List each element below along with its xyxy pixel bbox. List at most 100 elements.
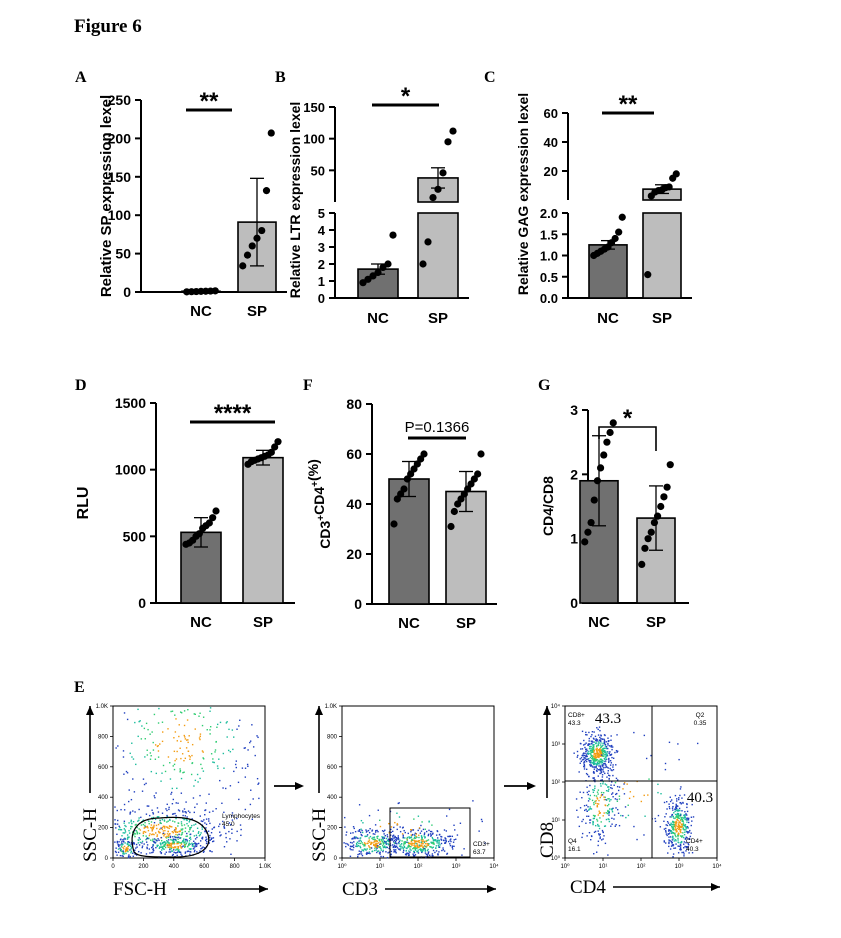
event-dot (176, 836, 178, 839)
event-dot (360, 840, 362, 842)
event-dot (681, 820, 683, 823)
event-dot (201, 836, 204, 838)
event-dot (231, 812, 234, 814)
event-dot (215, 741, 217, 743)
event-dot (681, 819, 684, 821)
event-dot (577, 754, 579, 757)
event-dot (587, 744, 590, 746)
event-dot (417, 850, 419, 853)
event-dot (615, 749, 618, 752)
event-dot (573, 752, 575, 754)
event-dot (681, 825, 683, 828)
event-dot (600, 785, 602, 787)
event-dot (595, 851, 598, 853)
event-dot (141, 790, 144, 792)
event-dot (596, 820, 599, 822)
event-dot (600, 772, 602, 774)
event-dot (668, 806, 671, 808)
event-dot (194, 845, 196, 847)
event-dot (232, 748, 234, 751)
event-dot (189, 758, 191, 760)
event-dot (597, 825, 599, 827)
event-dot (150, 839, 152, 841)
y-tick-label: 2 (570, 466, 578, 482)
event-dot (145, 826, 148, 828)
event-dot (683, 855, 685, 857)
event-dot (140, 738, 143, 740)
event-dot (179, 771, 181, 773)
event-dot (240, 834, 242, 837)
event-dot (149, 833, 151, 835)
y-tick-label: 200 (327, 826, 338, 832)
event-dot (182, 814, 184, 817)
event-dot (190, 773, 193, 776)
quadrant-q1-value: 43.3 (568, 720, 581, 727)
y-axis-arrowhead (315, 706, 323, 715)
event-dot (377, 845, 380, 847)
y-tick-label: 1 (318, 274, 325, 289)
event-dot (210, 753, 213, 755)
event-dot (367, 842, 369, 844)
event-dot (383, 846, 386, 849)
event-dot (126, 847, 128, 849)
event-dot (413, 855, 416, 857)
event-dot (605, 812, 607, 814)
event-dot (615, 764, 617, 766)
event-dot (435, 850, 438, 852)
event-dot (252, 746, 255, 748)
event-dot (148, 837, 150, 840)
event-dot (412, 853, 414, 855)
event-dot (423, 835, 425, 837)
event-dot (152, 846, 154, 848)
event-dot (152, 811, 154, 814)
event-dot (120, 842, 123, 844)
event-dot (403, 829, 405, 832)
event-dot (595, 795, 598, 797)
event-dot (604, 760, 607, 762)
data-point (424, 238, 432, 246)
event-dot (193, 713, 195, 715)
event-dot (402, 826, 404, 829)
event-dot (687, 844, 690, 846)
event-dot (201, 767, 203, 770)
event-dot (353, 841, 355, 843)
event-dot (151, 731, 153, 733)
event-dot (680, 831, 682, 834)
event-dot (394, 845, 397, 848)
event-dot (145, 835, 147, 837)
event-dot (633, 731, 635, 734)
event-dot (359, 839, 361, 841)
event-dot (161, 740, 164, 743)
event-dot (146, 846, 148, 849)
event-dot (597, 761, 599, 763)
event-dot (606, 755, 609, 757)
event-dot (173, 768, 176, 771)
event-dot (153, 833, 155, 836)
event-dot (427, 848, 429, 851)
event-dot (363, 848, 366, 850)
event-dot (123, 845, 126, 848)
event-dot (172, 846, 174, 849)
event-dot (614, 781, 617, 784)
event-dot (616, 808, 619, 811)
event-dot (138, 819, 140, 821)
event-dot (590, 751, 592, 753)
event-dot (356, 841, 359, 843)
event-dot (147, 829, 150, 832)
event-dot (602, 838, 604, 840)
event-dot (610, 753, 613, 756)
event-dot (672, 835, 674, 837)
event-dot (144, 756, 146, 758)
event-dot (616, 750, 619, 752)
event-dot (593, 744, 595, 746)
event-dot (604, 804, 607, 807)
event-dot (158, 839, 160, 842)
event-dot (433, 843, 435, 845)
event-dot (413, 818, 415, 820)
event-dot (669, 832, 671, 834)
event-dot (410, 849, 412, 851)
event-dot (194, 846, 196, 848)
event-dot (163, 845, 166, 848)
event-dot (167, 835, 170, 837)
event-dot (175, 839, 177, 842)
